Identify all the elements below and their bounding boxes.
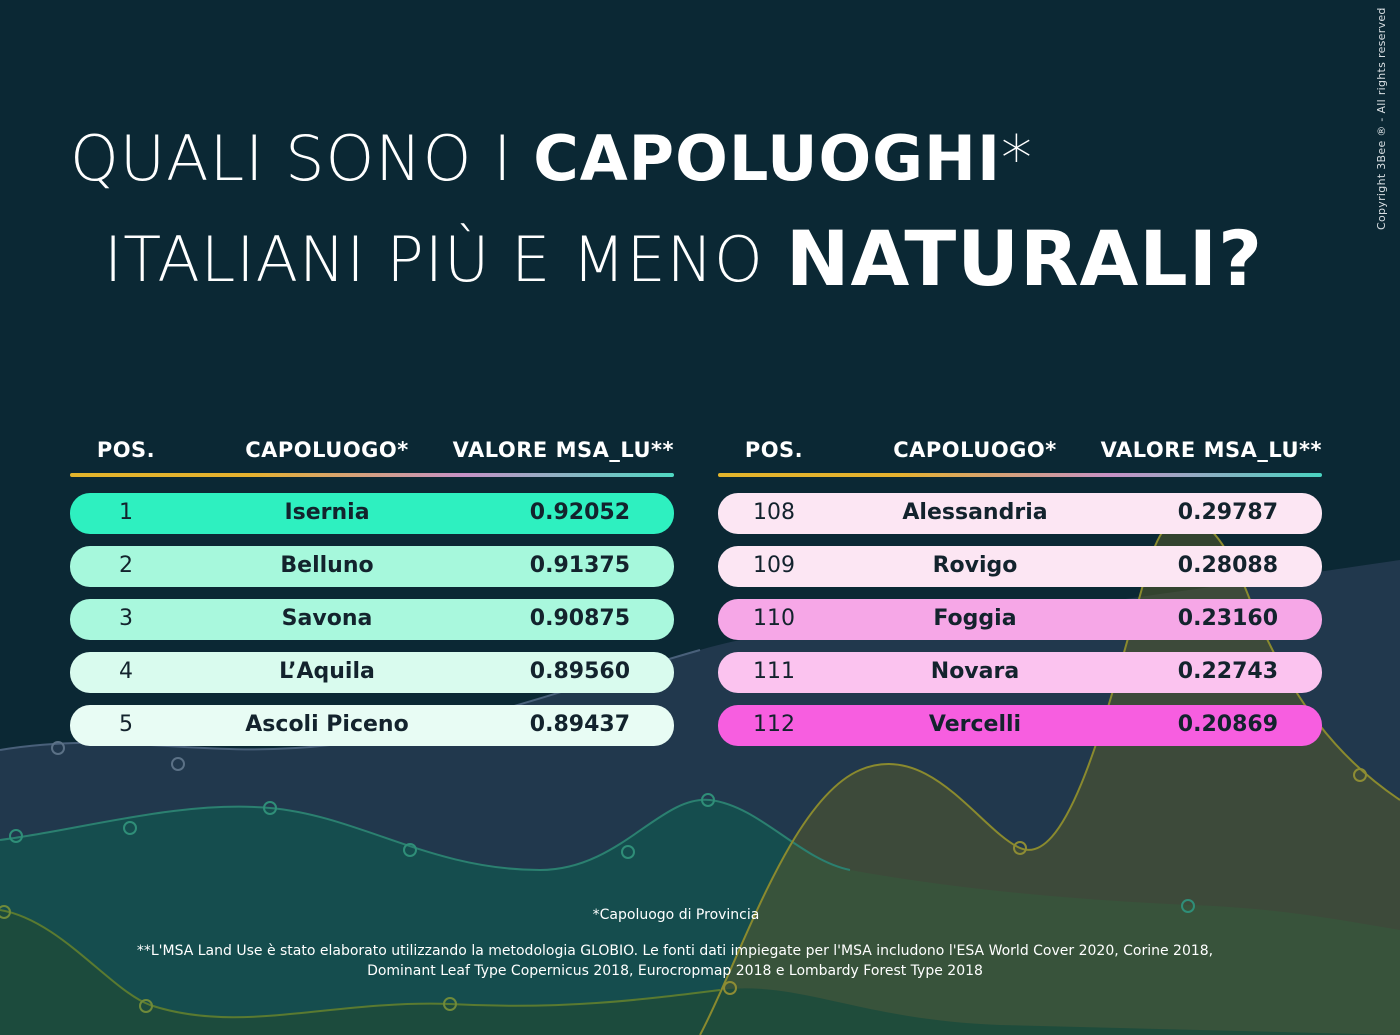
table-row: 108 Alessandria 0.29787 — [718, 493, 1322, 534]
row-city: Foggia — [933, 606, 1017, 631]
row-value: 0.28088 — [1177, 553, 1278, 578]
row-pos: 5 — [119, 712, 133, 737]
row-value: 0.92052 — [529, 500, 630, 525]
table-row: 1 Isernia 0.92052 — [70, 493, 674, 534]
row-pos: 1 — [119, 500, 133, 525]
header-pos: POS. — [96, 438, 156, 462]
header-pos: POS. — [744, 438, 804, 462]
row-pos: 110 — [753, 606, 795, 631]
table-header: POS. CAPOLUOGO* VALORE MSA_LU** — [70, 428, 674, 472]
table-row: 2 Belluno 0.91375 — [70, 546, 674, 587]
title-light-text-1: QUALI SONO I — [70, 122, 513, 195]
row-pos: 108 — [753, 500, 795, 525]
row-city: Vercelli — [928, 712, 1022, 737]
row-value: 0.29787 — [1177, 500, 1278, 525]
title-light-text-2: ITALIANI PIÙ E MENO — [104, 223, 764, 296]
row-value: 0.89560 — [529, 659, 630, 684]
row-pos: 109 — [753, 553, 795, 578]
row-value: 0.90875 — [529, 606, 630, 631]
row-value: 0.89437 — [529, 712, 630, 737]
title-bold-naturali: NATURALI? — [785, 214, 1264, 303]
row-value: 0.22743 — [1177, 659, 1278, 684]
title-line-1: QUALI SONO I CAPOLUOGHI* — [70, 122, 1033, 195]
header-gradient-rule — [70, 473, 674, 477]
row-value: 0.23160 — [1177, 606, 1278, 631]
most-natural-table: POS. CAPOLUOGO* VALORE MSA_LU** 1 Iserni… — [70, 428, 674, 758]
table-row: 112 Vercelli 0.20869 — [718, 705, 1322, 746]
row-city: Alessandria — [902, 500, 1048, 525]
header-gradient-rule — [718, 473, 1322, 477]
title-line-2: ITALIANI PIÙ E MENO NATURALI? — [104, 210, 1263, 303]
table-row: 111 Novara 0.22743 — [718, 652, 1322, 693]
row-city: Ascoli Piceno — [245, 712, 409, 737]
copyright-notice: Copyright 3Bee ® - All rights reserved — [1375, 7, 1388, 230]
header-city: CAPOLUOGO* — [245, 438, 409, 462]
table-header: POS. CAPOLUOGO* VALORE MSA_LU** — [718, 428, 1322, 472]
header-city: CAPOLUOGO* — [893, 438, 1057, 462]
footnote-capoluogo: *Capoluogo di Provincia — [592, 907, 760, 923]
header-value: VALORE MSA_LU** — [1100, 438, 1322, 462]
footnote-msa-methodology: **L'MSA Land Use è stato elaborato utili… — [136, 943, 1214, 979]
row-value: 0.91375 — [529, 553, 630, 578]
table-row: 3 Savona 0.90875 — [70, 599, 674, 640]
row-pos: 2 — [119, 553, 133, 578]
row-city: L’Aquila — [279, 659, 375, 684]
title-asterisk: * — [1001, 122, 1034, 195]
header-value: VALORE MSA_LU** — [452, 438, 674, 462]
row-pos: 3 — [119, 606, 133, 631]
table-row: 4 L’Aquila 0.89560 — [70, 652, 674, 693]
table-row: 109 Rovigo 0.28088 — [718, 546, 1322, 587]
least-natural-table: POS. CAPOLUOGO* VALORE MSA_LU** 108 Ales… — [718, 428, 1322, 758]
row-city: Savona — [281, 606, 373, 631]
table-row: 5 Ascoli Piceno 0.89437 — [70, 705, 674, 746]
table-row: 110 Foggia 0.23160 — [718, 599, 1322, 640]
row-city: Novara — [930, 659, 1020, 684]
title-bold-capoluoghi: CAPOLUOGHI — [533, 122, 1002, 195]
row-value: 0.20869 — [1177, 712, 1278, 737]
row-pos: 4 — [119, 659, 133, 684]
row-city: Rovigo — [932, 553, 1018, 578]
row-city: Belluno — [280, 553, 374, 578]
row-city: Isernia — [284, 500, 370, 525]
row-pos: 112 — [753, 712, 795, 737]
row-pos: 111 — [753, 659, 795, 684]
